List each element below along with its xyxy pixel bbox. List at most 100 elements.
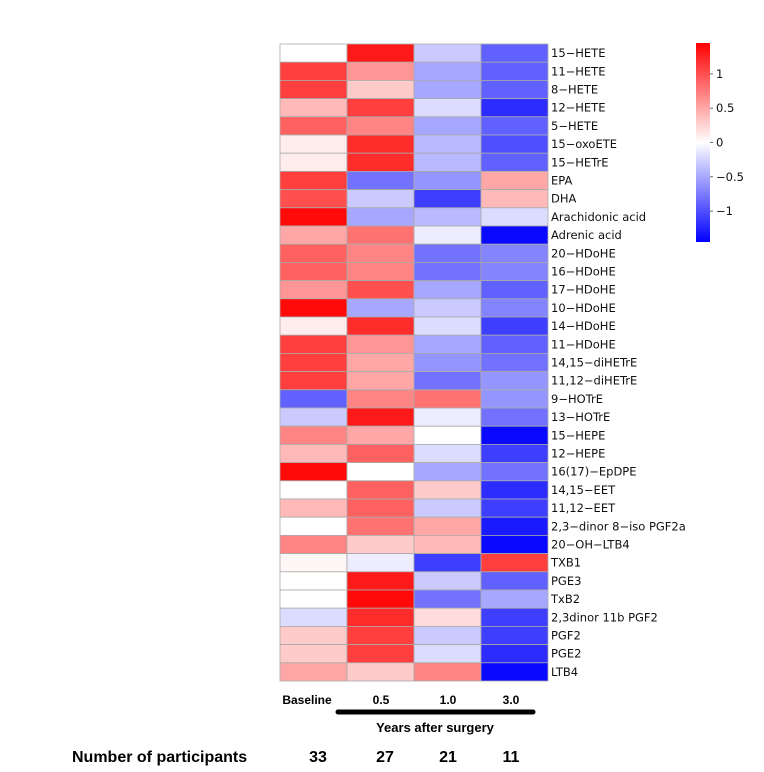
row-label: 11−HETE <box>551 64 605 78</box>
heatmap-cell <box>480 607 549 627</box>
heatmap-cell <box>346 443 415 463</box>
heatmap-cell <box>279 316 348 336</box>
heatmap-cell <box>480 571 549 591</box>
heatmap-cell <box>413 334 482 354</box>
column-label: 0.5 <box>373 693 390 707</box>
heatmap-cell <box>480 443 549 463</box>
heatmap-cell <box>346 189 415 209</box>
row-label: Adrenic acid <box>551 228 622 242</box>
row-label: 15−oxoETE <box>551 137 617 151</box>
row-label: 11−HDoHE <box>551 337 616 351</box>
heatmap-cell <box>346 535 415 555</box>
heatmap-cell <box>413 626 482 646</box>
row-label: 17−HDoHE <box>551 283 616 297</box>
heatmap-cell <box>413 371 482 391</box>
heatmap-cell <box>480 516 549 536</box>
heatmap-cell <box>279 80 348 100</box>
heatmap-cell <box>413 189 482 209</box>
heatmap-cell <box>413 261 482 281</box>
heatmap-cell <box>480 316 549 336</box>
heatmap-cell <box>413 61 482 81</box>
row-label: 16(17)−EpDPE <box>551 465 637 479</box>
heatmap-cell <box>480 462 549 482</box>
heatmap-cell <box>279 626 348 646</box>
heatmap-cell <box>346 170 415 190</box>
heatmap-cell <box>413 535 482 555</box>
heatmap-cell <box>346 589 415 609</box>
heatmap-cell <box>480 334 549 354</box>
legend-tick-label: 1 <box>716 67 723 81</box>
heatmap-cell <box>480 261 549 281</box>
heatmap-cell <box>480 644 549 664</box>
heatmap-cell <box>346 480 415 500</box>
heatmap-cell <box>413 43 482 63</box>
row-label: 12−HETE <box>551 101 605 115</box>
heatmap-cell <box>346 298 415 318</box>
heatmap-cell <box>346 553 415 573</box>
heatmap-cell <box>480 298 549 318</box>
row-label: TXB1 <box>550 556 581 570</box>
row-label: 9−HOTrE <box>551 392 603 406</box>
heatmap-cell <box>279 334 348 354</box>
row-label: 2,3dinor 11b PGF2 <box>551 610 658 624</box>
row-label: EPA <box>551 174 572 188</box>
heatmap-cell <box>346 516 415 536</box>
heatmap-cells <box>279 43 549 682</box>
row-label: PGF2 <box>551 629 581 643</box>
row-label: DHA <box>551 192 577 206</box>
heatmap-cell <box>346 607 415 627</box>
row-label: 20−HDoHE <box>551 246 616 260</box>
heatmap-cell <box>279 98 348 118</box>
participant-count: 27 <box>376 749 394 766</box>
heatmap-cell <box>346 207 415 227</box>
heatmap-cell <box>413 407 482 427</box>
heatmap-cell <box>279 498 348 518</box>
row-label: 10−HDoHE <box>551 301 616 315</box>
heatmap-cell <box>413 443 482 463</box>
heatmap-cell <box>279 189 348 209</box>
heatmap-cell <box>279 207 348 227</box>
heatmap-cell <box>279 644 348 664</box>
heatmap-cell <box>413 298 482 318</box>
heatmap-cell <box>480 553 549 573</box>
heatmap-cell <box>346 134 415 154</box>
heatmap-cell <box>346 261 415 281</box>
heatmap-cell <box>480 662 549 682</box>
heatmap-cell <box>279 607 348 627</box>
heatmap-cell <box>346 80 415 100</box>
heatmap-cell <box>413 98 482 118</box>
heatmap-cell <box>480 116 549 136</box>
heatmap-cell <box>480 371 549 391</box>
heatmap-cell <box>480 498 549 518</box>
heatmap-cell <box>346 626 415 646</box>
heatmap-cell <box>480 61 549 81</box>
row-label: PGE3 <box>551 574 581 588</box>
row-label: 16−HDoHE <box>551 265 616 279</box>
participant-count: 33 <box>309 749 327 766</box>
heatmap-cell <box>413 80 482 100</box>
heatmap-cell <box>279 425 348 445</box>
row-label: 15−HETE <box>551 46 605 60</box>
row-labels: 15−HETE 11−HETE 8−HETE 12−HETE 5−HETE 15−oxoE… <box>550 46 686 679</box>
row-label: LTB4 <box>551 665 578 679</box>
heatmap-cell <box>346 43 415 63</box>
heatmap-cell <box>346 371 415 391</box>
heatmap-cell <box>413 116 482 136</box>
row-label: 15−HEPE <box>551 428 605 442</box>
heatmap-cell <box>413 644 482 664</box>
heatmap-cell <box>346 407 415 427</box>
heatmap-cell <box>413 498 482 518</box>
heatmap-cell <box>346 425 415 445</box>
heatmap-cell <box>480 170 549 190</box>
row-label: 14,15−diHETrE <box>551 356 637 370</box>
heatmap-cell <box>279 61 348 81</box>
heatmap-cell <box>346 316 415 336</box>
row-label: 14−HDoHE <box>551 319 616 333</box>
heatmap-cell <box>346 116 415 136</box>
column-label: 1.0 <box>440 693 457 707</box>
heatmap-cell <box>480 98 549 118</box>
legend-tick-label: 0 <box>716 136 723 150</box>
heatmap-cell <box>279 589 348 609</box>
heatmap-cell <box>279 389 348 409</box>
